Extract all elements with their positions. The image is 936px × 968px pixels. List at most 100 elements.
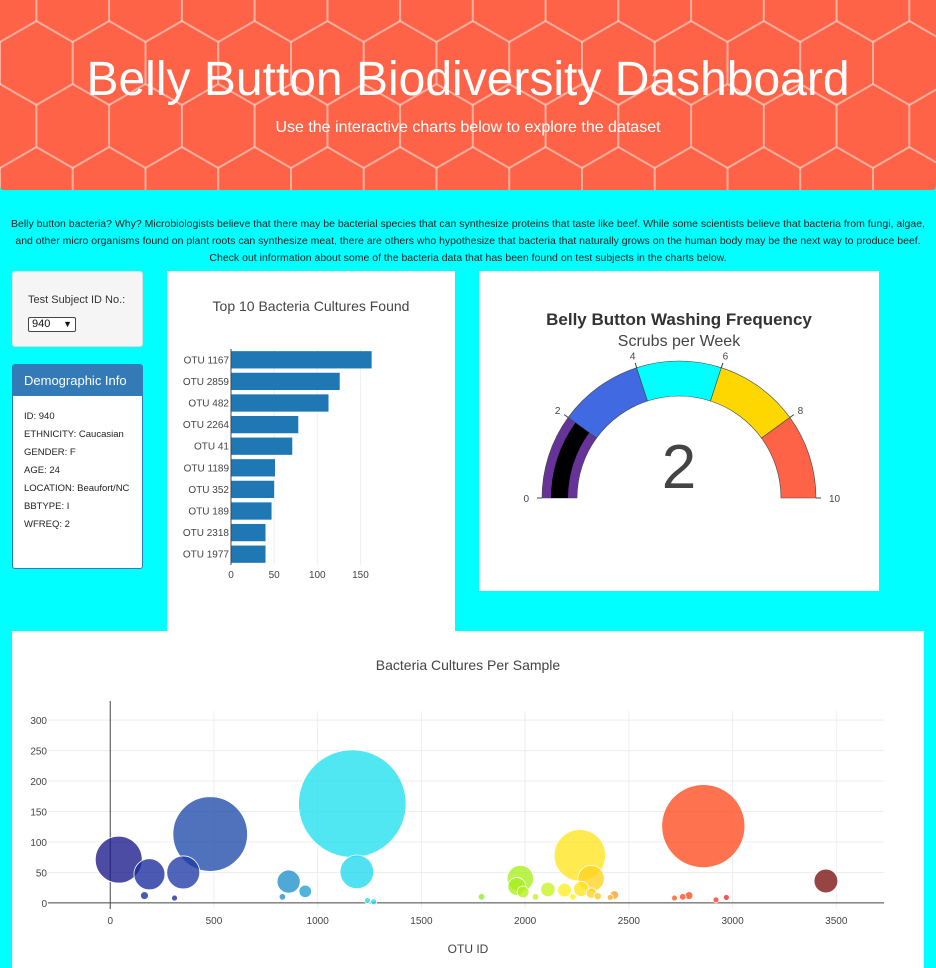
gauge-tick-label: 10 [829,494,841,505]
hexagon-shape [762,0,838,44]
hexagon-shape [362,19,438,107]
hexagon-shape [471,0,547,44]
bubble-chart-panel: Bacteria Cultures Per Sample OTU ID 0 500… [12,631,924,968]
bubble-point [516,885,530,899]
hexagon-shape [726,19,802,107]
bar-y-tick-label: OTU 1189 [184,463,230,474]
demographic-item: WFREQ: 2 [24,519,70,530]
bar-otu-2859 [231,372,340,391]
bar-chart-panel: Top 10 Bacteria Cultures Found 0 50 100 150… [167,271,455,631]
demographic-item: GENDER: F [24,447,76,458]
gauge-tick [789,414,795,418]
bubble-point [278,893,287,901]
gauge-value-bar [551,422,590,498]
demographic-item: AGE: 24 [24,465,60,476]
hexagon-shape [544,82,620,170]
bar-x-tick-label: 150 [352,570,369,581]
hexagon-shape [908,0,936,38]
hexagon-shape [835,0,911,44]
hexagon-shape [253,0,329,44]
hexagon-shape [326,0,402,44]
bubble-x-tick-label: 0 [107,916,113,927]
hexagon-shape [0,145,74,190]
hexagon-pattern [0,0,936,190]
bar-chart-title: Top 10 Bacteria Cultures Found [213,298,410,314]
gauge-chart[interactable]: Belly Button Washing Frequency Scrubs pe… [479,271,879,591]
bubble-point [298,749,407,858]
bar-chart[interactable]: Top 10 Bacteria Cultures Found 0 50 100 150… [167,271,455,631]
bar-otu-189 [231,502,272,520]
gauge-tick-label: 2 [555,406,561,417]
gauge-title: Belly Button Washing Frequency [546,310,812,329]
gauge-tick-label: 4 [630,351,636,362]
bar-y-tick-label: OTU 2264 [183,420,230,431]
bubble-point [661,784,746,869]
hexagon-shape [835,82,911,170]
bubble-point [140,891,149,900]
hexagon-shape [908,88,936,164]
bubble-point [671,894,678,902]
hexagon-shape [108,82,183,170]
hexagon-shape [653,145,729,190]
hexagon-shape [690,0,765,44]
hexagon-shape [399,0,474,44]
hexagon-shape [799,19,874,107]
bubble-chart[interactable]: Bacteria Cultures Per Sample OTU ID 0 500… [12,631,924,968]
hexagon-shape [872,145,936,190]
bar-otu-482 [231,394,329,412]
gauge-tick-label: 8 [798,406,804,417]
gauge-tick [563,414,569,418]
bubble-x-tick-label: 2000 [514,916,537,927]
hexagon-shape [581,145,656,190]
gauge-value-number: 2 [662,433,696,502]
bubble-y-tick-label: 0 [41,899,47,910]
bubble-point [679,893,687,901]
hexagon-shape [0,82,38,170]
bubble-point [557,882,572,898]
hexagon-shape [35,0,111,44]
bubble-point [606,894,614,901]
bubble-point [339,854,375,890]
hexagon-shape [581,19,656,107]
hexagon-shape [217,19,292,107]
bar-x-tick-label: 100 [309,570,326,581]
bubble-point [133,858,166,891]
hexagon-shape [508,145,583,190]
bubble-point [298,884,312,899]
hexagon-shape [290,145,365,190]
demographic-item: LOCATION: Beaufort/NC [24,483,130,494]
bar-x-tick-label: 50 [269,570,281,581]
bubble-x-tick-label: 3000 [721,916,744,927]
demographic-item: BBTYPE: I [24,501,70,512]
hexagon-shape [653,19,729,107]
bar-otu-352 [231,480,275,499]
subject-id-value: 940 [32,318,51,330]
bar-otu-41 [231,437,293,455]
gauge-band [636,360,722,402]
bubble-x-axis-label: OTU ID [448,942,489,956]
hexagon-shape [617,0,693,44]
bubble-point [722,894,730,901]
intro-paragraph: Belly button bacteria? Why? Microbiologi… [11,218,925,264]
hexagon-shape [144,19,220,107]
hexagon-shape [144,145,220,190]
header-banner: Belly Button Biodiversity Dashboard Use … [0,0,936,190]
bubble-chart-title: Bacteria Cultures Per Sample [376,657,561,673]
hexagon-shape [690,82,765,170]
bubble-point [531,893,540,901]
page-subtitle: Use the interactive charts below to expl… [275,119,661,136]
bubble-y-tick-label: 250 [30,747,47,758]
bubble-point [171,894,178,902]
hexagon-shape [71,19,147,107]
bubble-point [477,893,486,901]
hexagon-shape [508,19,583,107]
gauge-tick-label: 0 [523,494,529,505]
bubble-point [813,868,839,894]
subject-id-select[interactable]: 940 ▼ [28,317,76,332]
demographic-list: ID: 940 ETHNICITY: Caucasian GENDER: F A… [13,396,142,530]
bubble-point [172,796,248,872]
page-title: Belly Button Biodiversity Dashboard [86,53,850,106]
gauge-band [761,417,817,499]
demographic-item: ID: 940 [24,411,55,422]
hexagon-shape [217,145,292,190]
